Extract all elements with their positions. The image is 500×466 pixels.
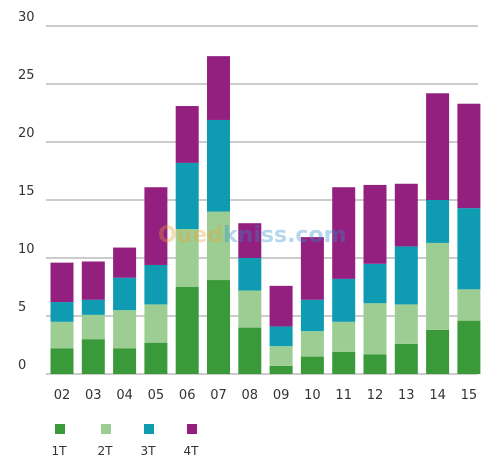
bar-segment-1T <box>300 356 324 374</box>
legend-swatch-3T <box>144 424 154 434</box>
bar-segment-1T <box>144 342 168 374</box>
bar-segment-4T <box>426 93 450 200</box>
bar-segment-2T <box>394 304 418 344</box>
bar-segment-3T <box>300 299 324 332</box>
y-axis-ticks: 0 5 10 15 20 25 30 <box>18 10 35 373</box>
bar-segment-2T <box>175 229 199 287</box>
bar-segment-1T <box>175 287 199 374</box>
x-tick-label: 07 <box>210 388 227 403</box>
bar-segment-4T <box>144 187 168 265</box>
bar-segment-1T <box>207 280 230 374</box>
legend: 1T 2T 3T 4T <box>52 424 200 458</box>
y-tick-label: 15 <box>18 184 35 199</box>
watermark-part-3: .com <box>287 223 346 248</box>
bar-segment-1T <box>269 365 293 374</box>
bar-segment-2T <box>332 321 356 352</box>
x-tick-label: 11 <box>335 388 352 403</box>
x-tick-label: 08 <box>242 388 259 403</box>
bar-segment-3T <box>113 277 137 311</box>
bar-segment-3T <box>363 263 387 304</box>
bar-segment-3T <box>81 299 105 315</box>
bar-segment-4T <box>394 183 418 247</box>
legend-label: 3T <box>141 444 157 458</box>
bar-segment-1T <box>457 320 481 374</box>
bar-segment-2T <box>457 289 481 321</box>
bar-segment-4T <box>269 285 293 327</box>
y-tick-label: 5 <box>18 300 26 315</box>
bar-segment-4T <box>238 223 262 258</box>
bar-segment-4T <box>175 106 199 163</box>
bar-segment-1T <box>238 327 262 374</box>
bar-segment-2T <box>238 290 262 328</box>
bar-segment-4T <box>81 261 105 300</box>
bar-segment-2T <box>144 304 168 343</box>
bar-segment-4T <box>332 187 356 279</box>
legend-label: 1T <box>52 444 68 458</box>
bar-segment-2T <box>363 303 387 355</box>
legend-label: 4T <box>184 444 200 458</box>
y-tick-label: 20 <box>18 126 35 141</box>
bar-segment-1T <box>81 339 105 374</box>
bar-segment-2T <box>269 346 293 366</box>
y-tick-label: 10 <box>18 242 35 257</box>
bar-segment-3T <box>238 258 262 291</box>
bar-segment-3T <box>394 246 418 305</box>
bar-segment-2T <box>50 321 74 349</box>
bar-segment-3T <box>207 119 230 212</box>
legend-swatch-4T <box>187 424 197 434</box>
bar-segment-3T <box>175 162 199 229</box>
bar-segment-1T <box>113 348 137 374</box>
x-tick-label: 02 <box>54 388 71 403</box>
x-tick-label: 13 <box>398 388 415 403</box>
watermark-part-2: kniss <box>223 223 287 248</box>
bar-segment-1T <box>332 351 356 374</box>
x-tick-label: 05 <box>148 388 165 403</box>
bar-segment-1T <box>426 329 450 374</box>
bar-segment-4T <box>50 262 74 303</box>
y-tick-label: 30 <box>18 10 35 25</box>
x-tick-label: 03 <box>85 388 102 403</box>
bar-segment-3T <box>269 326 293 347</box>
bars <box>50 56 481 374</box>
bar-segment-2T <box>426 242 450 330</box>
bar-segment-3T <box>144 264 168 305</box>
bar-segment-2T <box>300 331 324 357</box>
bar-segment-3T <box>50 302 74 322</box>
x-tick-label: 09 <box>273 388 290 403</box>
bar-segment-2T <box>207 211 230 281</box>
bar-segment-2T <box>113 310 137 349</box>
x-tick-label: 15 <box>461 388 478 403</box>
bar-segment-1T <box>394 343 418 374</box>
bar-segment-3T <box>332 278 356 322</box>
bar-segment-4T <box>113 247 137 278</box>
bar-segment-1T <box>50 348 74 374</box>
bar-segment-3T <box>457 208 481 290</box>
bar-segment-2T <box>81 314 105 340</box>
y-tick-label: 0 <box>18 358 26 373</box>
bar-segment-3T <box>426 200 450 243</box>
bar-segment-4T <box>207 56 230 120</box>
y-tick-label: 25 <box>18 68 35 83</box>
watermark: Ouedkniss.com <box>158 223 347 248</box>
bar-segment-4T <box>363 184 387 264</box>
x-tick-label: 14 <box>429 388 446 403</box>
bar-segment-1T <box>363 354 387 374</box>
x-tick-label: 04 <box>116 388 133 403</box>
x-tick-label: 10 <box>304 388 321 403</box>
legend-swatch-2T <box>101 424 111 434</box>
x-axis-ticks: 02 03 04 05 06 07 08 09 10 11 12 13 14 15 <box>54 388 477 403</box>
bar-segment-4T <box>300 237 324 300</box>
bar-segment-4T <box>457 103 481 209</box>
legend-label: 2T <box>98 444 114 458</box>
legend-swatch-1T <box>55 424 65 434</box>
watermark-part-1: Oued <box>158 223 223 248</box>
x-tick-label: 06 <box>179 388 196 403</box>
x-tick-label: 12 <box>367 388 384 403</box>
